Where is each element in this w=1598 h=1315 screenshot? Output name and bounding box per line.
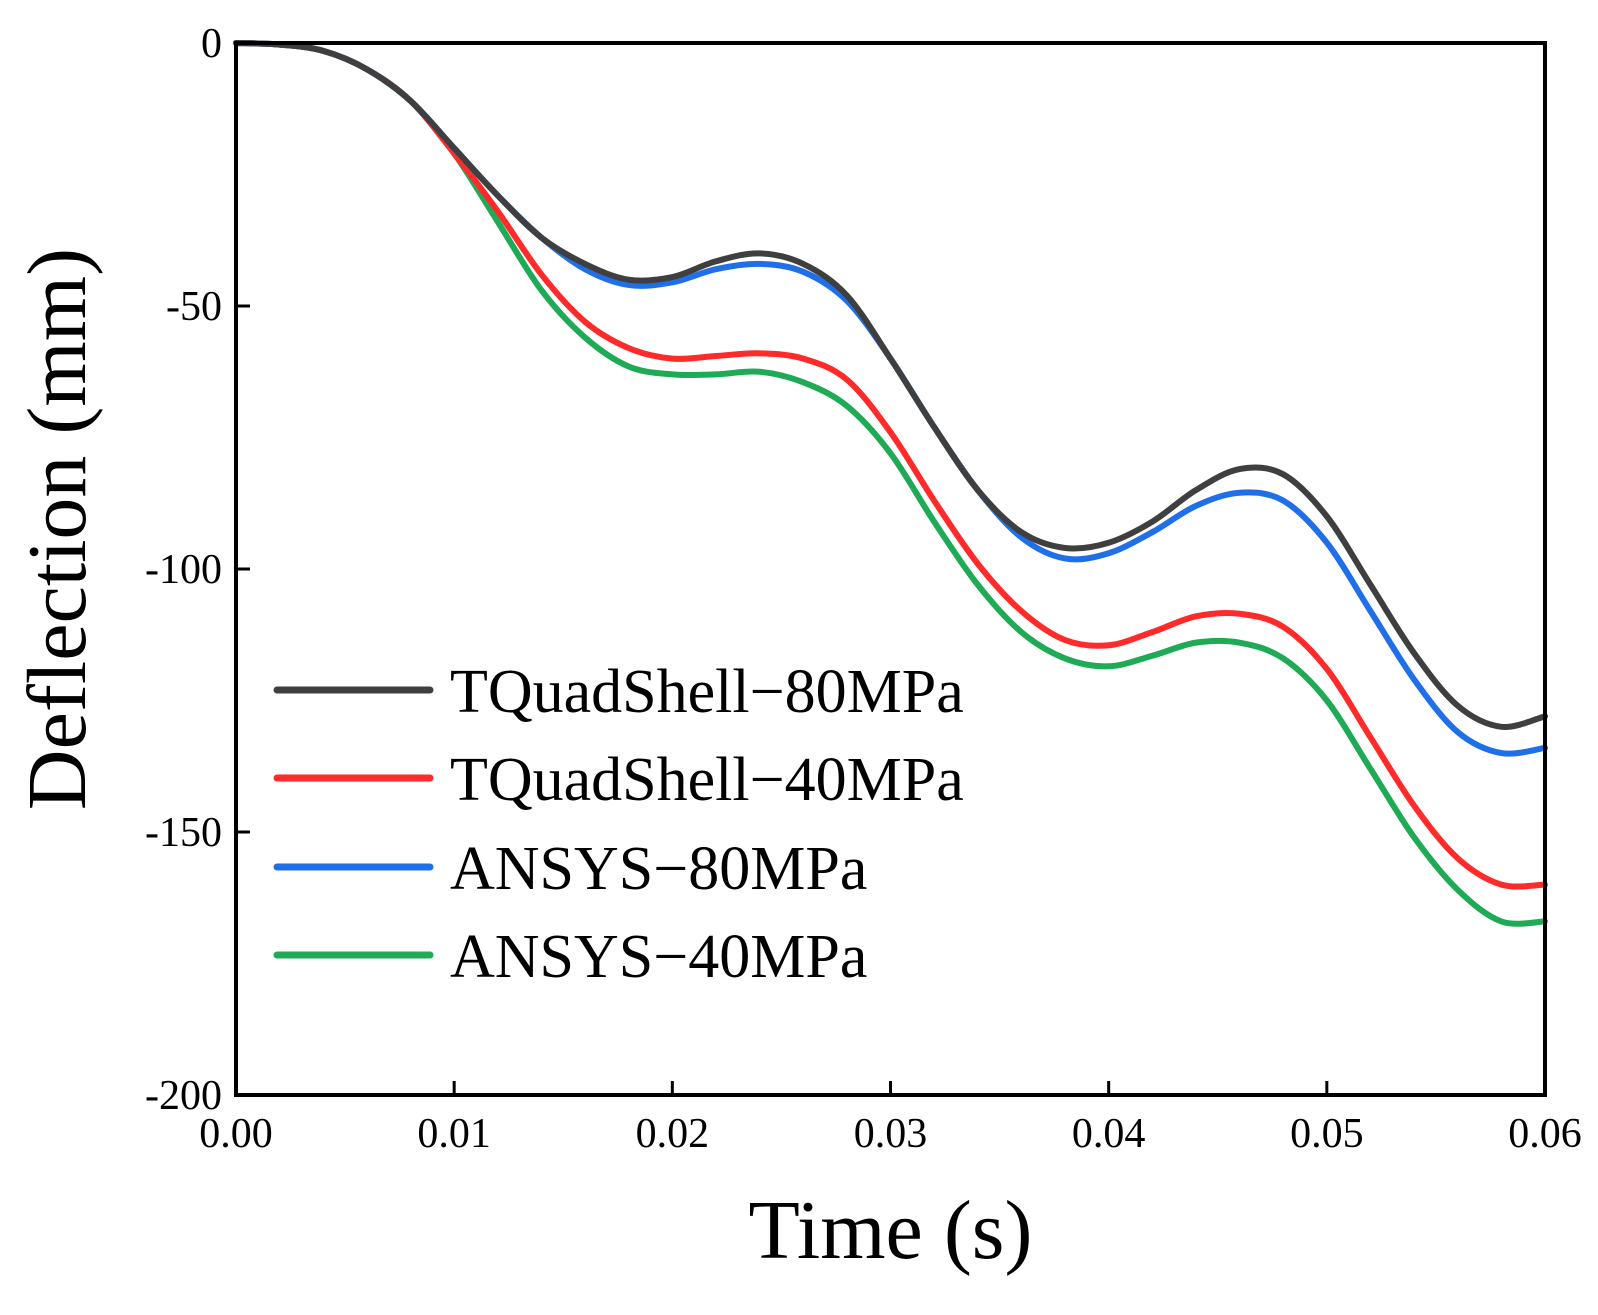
legend: TQuadShell−80MPa TQuadShell−40MPa ANSYS−80… [273,658,964,991]
x-axis-title: Time (s) [749,1184,1033,1277]
x-tick-label: 0.04 [1072,1111,1146,1157]
plot-frame [234,41,1547,1097]
x-tick-label: 0.06 [1508,1111,1582,1157]
tick-layer: 0.00 0.01 0.02 0.03 0.04 0.05 0.06 0 -50 -100 -150… [145,21,1582,1157]
x-tick-label: 0.00 [199,1111,273,1157]
series-layer [233,40,1548,927]
legend-label-tquadshell-80mpa: TQuadShell−80MPa [450,658,964,726]
y-axis-title: Deflection (mm) [11,248,104,810]
x-tick-label: 0.02 [636,1111,710,1157]
y-tick-label: -100 [145,547,222,593]
legend-label-ansys-40mpa: ANSYS−40MPa [450,923,867,991]
y-tick-label: -50 [166,284,222,330]
legend-label-tquadshell-40mpa: TQuadShell−40MPa [450,746,964,814]
series-line-tquadshell-40mpa [233,40,1548,890]
x-tick-label: 0.01 [417,1111,491,1157]
y-tick-label: -150 [145,810,222,856]
x-tick-label: 0.05 [1290,1111,1364,1157]
series-line-ansys-80mpa [233,40,1548,757]
y-tick-label: -200 [145,1073,222,1119]
legend-label-ansys-80mpa: ANSYS−80MPa [450,835,867,903]
series-line-tquadshell-80mpa [233,40,1548,730]
x-tick-label: 0.03 [854,1111,928,1157]
y-tick-label: 0 [201,21,222,67]
